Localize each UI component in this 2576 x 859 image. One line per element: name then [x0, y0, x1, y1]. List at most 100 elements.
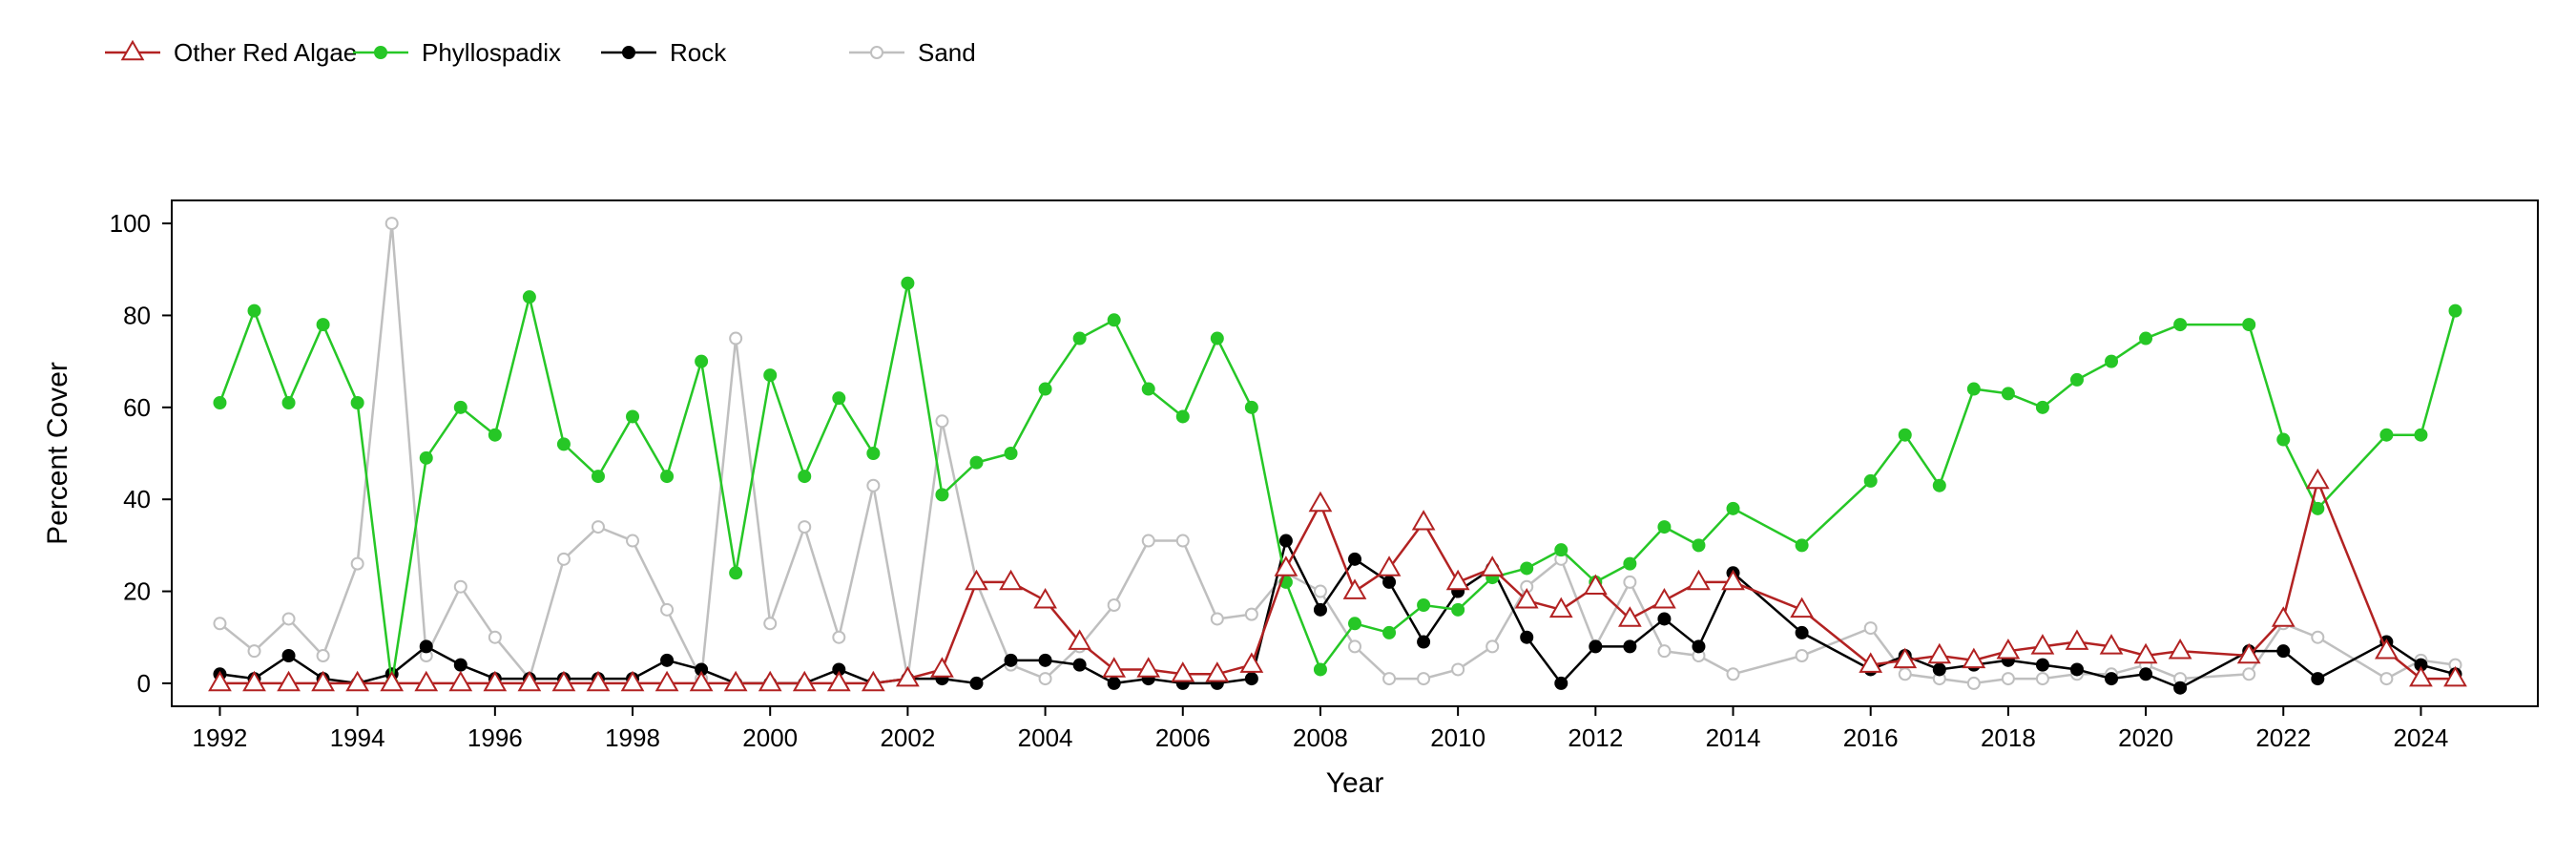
data-point [1968, 384, 1980, 395]
data-point [1315, 586, 1326, 597]
data-point [1865, 475, 1877, 487]
data-point [2277, 645, 2289, 657]
data-point [2003, 673, 2014, 684]
data-point [1138, 659, 1158, 676]
data-point [2274, 608, 2294, 625]
data-point [623, 47, 634, 58]
data-point [283, 650, 295, 661]
data-point [1349, 554, 1361, 565]
data-point [455, 581, 467, 593]
data-point [1109, 314, 1120, 325]
data-point [214, 618, 225, 629]
data-point [352, 397, 364, 409]
data-point [970, 678, 982, 689]
data-point [1383, 673, 1395, 684]
data-point [1728, 503, 1739, 514]
data-point [1654, 590, 1674, 607]
data-point [2174, 682, 2186, 694]
x-tick-label: 1996 [467, 723, 523, 752]
data-point [2415, 430, 2426, 441]
y-tick-label: 20 [123, 577, 151, 606]
data-point [1109, 599, 1120, 611]
data-point [661, 655, 673, 666]
series-sand [214, 218, 2461, 689]
data-point [1624, 640, 1635, 652]
data-point [214, 397, 225, 409]
data-point [1344, 580, 1364, 597]
data-point [1177, 410, 1189, 422]
data-point [2312, 503, 2323, 514]
x-tick-label: 2010 [1430, 723, 1485, 752]
data-point [519, 673, 539, 690]
data-point [1624, 576, 1635, 588]
data-point [1934, 480, 1945, 492]
data-point [1624, 558, 1635, 570]
data-point [1693, 640, 1704, 652]
data-point [970, 457, 982, 469]
series-phyllospadix [214, 278, 2461, 689]
data-point [318, 319, 329, 330]
data-point [1452, 663, 1464, 675]
data-point [2106, 356, 2117, 367]
data-point [936, 489, 947, 500]
data-point [1177, 535, 1189, 547]
legend-item: Sand [849, 38, 976, 67]
data-point [1315, 604, 1326, 616]
legend-item: Phyllospadix [353, 38, 561, 67]
data-point [691, 673, 711, 690]
data-point [627, 535, 638, 547]
data-point [829, 673, 849, 690]
data-point [2449, 305, 2461, 317]
x-axis-label: Year [1326, 767, 1384, 799]
data-point [1104, 659, 1124, 676]
data-point [1109, 678, 1120, 689]
data-point [1929, 645, 1949, 662]
line-chart: 1992199419961998200020022004200620082010… [0, 0, 2576, 859]
data-point [1143, 535, 1154, 547]
data-point [2243, 668, 2254, 680]
data-point [1074, 333, 1086, 345]
x-tick-label: 2022 [2255, 723, 2311, 752]
data-point [932, 659, 952, 676]
data-point [1246, 609, 1257, 620]
legend-label: Other Red Algae [174, 38, 357, 67]
series-line [219, 541, 2455, 688]
x-tick-label: 2020 [2118, 723, 2173, 752]
data-point [1246, 402, 1257, 413]
x-tick-label: 2006 [1155, 723, 1211, 752]
data-point [1658, 645, 1670, 657]
y-tick-label: 100 [110, 209, 151, 238]
series-line [219, 283, 2455, 683]
data-point [696, 356, 707, 367]
data-point [283, 397, 295, 409]
data-point [2445, 668, 2465, 685]
series-other-red-algae [210, 471, 2465, 690]
data-point [1968, 678, 1980, 689]
data-point [1040, 655, 1051, 666]
y-tick-label: 60 [123, 393, 151, 422]
data-point [283, 613, 295, 624]
data-point [1315, 663, 1326, 675]
data-point [489, 632, 501, 643]
x-tick-label: 2018 [1981, 723, 2036, 752]
data-point [1865, 622, 1877, 634]
data-point [1383, 576, 1395, 588]
data-point [871, 47, 883, 58]
data-point [375, 47, 386, 58]
data-point [2411, 668, 2431, 685]
data-point [2067, 631, 2087, 648]
data-point [1728, 668, 1739, 680]
data-point [2308, 471, 2328, 488]
data-point [2377, 640, 2397, 658]
series-line [219, 223, 2455, 683]
data-point [1452, 604, 1464, 616]
x-tick-label: 2024 [2394, 723, 2449, 752]
data-point [1383, 627, 1395, 639]
y-tick-label: 40 [123, 485, 151, 513]
data-point [2071, 663, 2083, 675]
x-tick-label: 2012 [1568, 723, 1623, 752]
data-point [1001, 572, 1021, 589]
legend-label: Sand [918, 38, 976, 67]
data-point [421, 640, 432, 652]
data-point [1658, 521, 1670, 533]
